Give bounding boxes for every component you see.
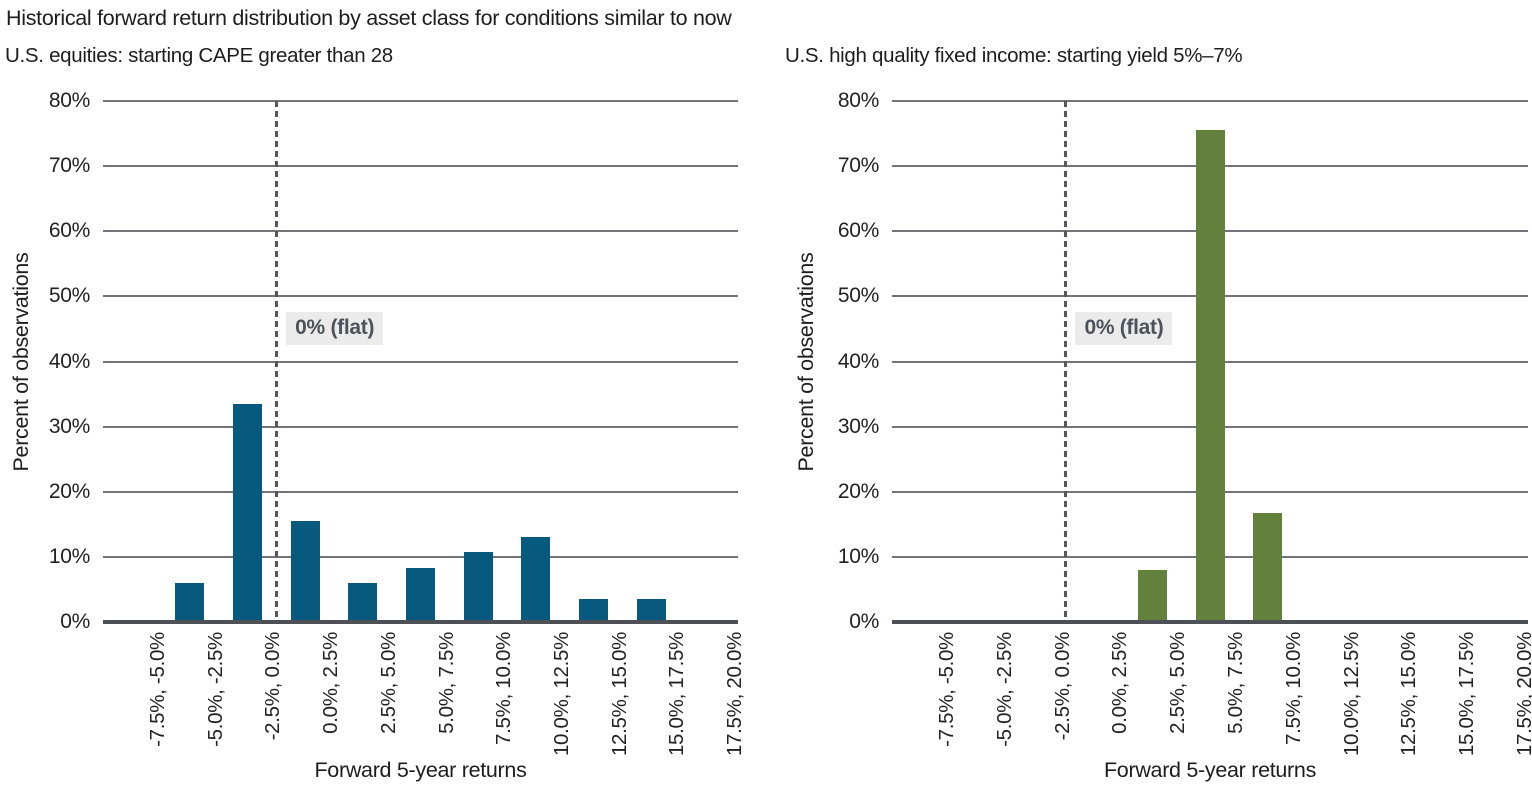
x-tick-label: 5.0%, 7.5% <box>1224 632 1247 734</box>
x-tick-label: 12.5%, 15.0% <box>1397 632 1421 757</box>
y-tick-label: 70% <box>48 154 90 178</box>
y-tick-label: 40% <box>48 349 90 373</box>
x-tick-label: 10.0%, 12.5% <box>1339 632 1363 757</box>
y-tick-label: 70% <box>837 154 879 178</box>
y-tick-label: 50% <box>837 284 879 308</box>
figure-title: Historical forward return distribution b… <box>6 6 732 30</box>
fixed-income-chart-panel: U.S. high quality fixed income: starting… <box>780 40 1532 800</box>
bar <box>175 582 205 622</box>
x-tick-label: -2.5%, 0.0% <box>1050 632 1074 741</box>
gridline <box>103 425 738 428</box>
y-tick-label: 60% <box>48 219 90 243</box>
zero-return-dashed-line <box>274 101 278 622</box>
y-tick-label: 20% <box>837 479 879 503</box>
y-tick-label: 20% <box>48 479 90 503</box>
flat-annotation-label: 0% (flat) <box>1075 312 1173 345</box>
x-tick-label: 7.5%, 10.0% <box>492 632 516 745</box>
x-tick-label: 17.5%, 20.0% <box>1513 632 1532 757</box>
bar <box>348 582 378 622</box>
x-tick-label: 10.0%, 12.5% <box>549 632 573 757</box>
bar <box>1253 512 1283 622</box>
bar <box>579 598 609 622</box>
x-tick-label: 0.0%, 2.5% <box>319 632 343 734</box>
gridline <box>103 295 738 298</box>
x-axis-line <box>892 620 1528 624</box>
x-tick-label: 2.5%, 5.0% <box>376 632 400 734</box>
x-tick-label: -7.5%, -5.0% <box>934 632 958 747</box>
x-tick-label: 12.5%, 15.0% <box>607 632 631 757</box>
y-tick-label: 30% <box>837 414 879 438</box>
bar <box>1195 130 1225 622</box>
x-tick-label: 5.0%, 7.5% <box>434 632 458 734</box>
gridline <box>103 165 738 168</box>
x-axis-line <box>103 620 738 624</box>
gridline <box>103 555 738 558</box>
y-tick-label: 10% <box>48 544 90 568</box>
x-tick-label: 7.5%, 10.0% <box>1281 632 1305 745</box>
y-tick-label: 50% <box>48 284 90 308</box>
x-axis-title: Forward 5-year returns <box>314 758 527 782</box>
x-tick-label: 0.0%, 2.5% <box>1108 632 1132 734</box>
chart-subtitle-equities: U.S. equities: starting CAPE greater tha… <box>5 44 393 67</box>
y-tick-label: 60% <box>837 219 879 243</box>
x-tick-label: -2.5%, 0.0% <box>261 632 285 741</box>
plot-area: 0% 10% 20% 30% 40% 50% 60% 70% 80% 0% (flat) -7.5%… <box>780 40 1532 800</box>
x-tick-label: -7.5%, -5.0% <box>145 632 169 747</box>
plot-area: 0% 10% 20% 30% 40% 50% 60% 70% 80% 0% (flat) -7.5%… <box>0 40 772 800</box>
y-tick-label: 0% <box>60 610 90 633</box>
gridline <box>103 490 738 493</box>
x-tick-label: 2.5%, 5.0% <box>1166 632 1190 734</box>
equities-chart-panel: U.S. equities: starting CAPE greater tha… <box>0 40 772 800</box>
x-tick-label: 17.5%, 20.0% <box>723 632 747 757</box>
y-tick-label: 10% <box>837 544 879 568</box>
bar <box>521 536 551 622</box>
y-tick-label: 80% <box>48 89 90 112</box>
chart-subtitle-fixed-income: U.S. high quality fixed income: starting… <box>785 44 1243 67</box>
y-tick-label: 40% <box>837 349 879 373</box>
flat-annotation-label: 0% (flat) <box>286 312 384 345</box>
bar <box>463 552 493 622</box>
y-tick-label: 80% <box>837 89 879 112</box>
gridline <box>103 360 738 363</box>
y-tick-label: 30% <box>48 414 90 438</box>
gridline <box>103 230 738 233</box>
bar <box>232 404 262 622</box>
y-tick-label: 0% <box>849 610 879 633</box>
x-tick-label: -5.0%, -2.5% <box>203 632 227 747</box>
bar <box>636 598 666 622</box>
x-tick-label: -5.0%, -2.5% <box>992 632 1016 747</box>
x-tick-label: 15.0%, 17.5% <box>665 632 689 757</box>
x-axis-title: Forward 5-year returns <box>1103 758 1317 782</box>
gridline <box>103 100 738 102</box>
zero-return-dashed-line <box>1063 101 1067 622</box>
bar <box>406 567 435 622</box>
x-tick-label: 15.0%, 17.5% <box>1455 632 1479 757</box>
bar <box>1137 569 1167 622</box>
bar <box>290 521 320 622</box>
gridline <box>892 100 1528 102</box>
